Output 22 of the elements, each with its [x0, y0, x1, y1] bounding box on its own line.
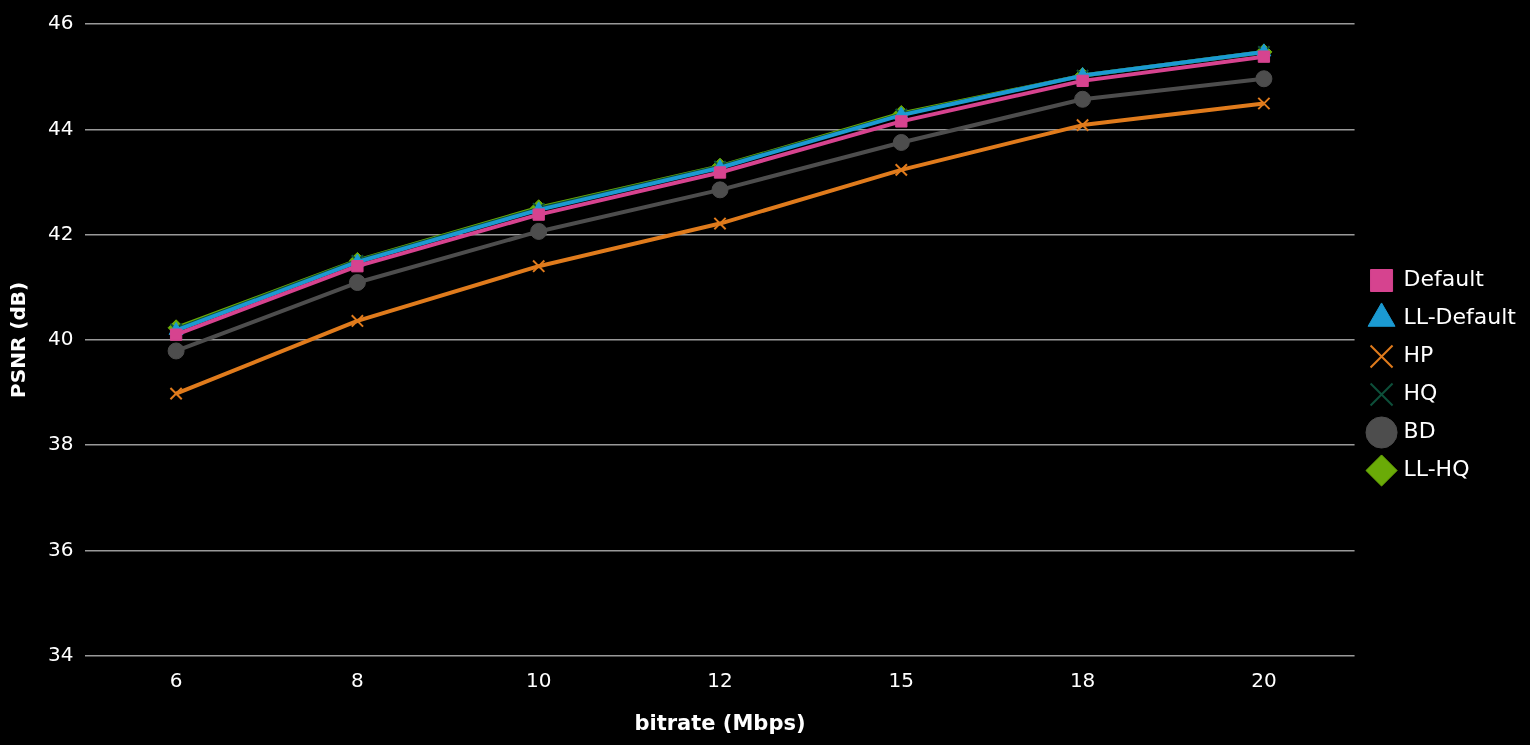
- y-tick-label: 36: [48, 536, 74, 561]
- y-tick-label: 42: [48, 220, 74, 245]
- y-axis-title: PSNR (dB): [6, 281, 31, 398]
- x-tick-label: 15: [888, 668, 915, 692]
- y-tick-label: 34: [48, 642, 74, 666]
- x-tick-label: 18: [1069, 668, 1096, 692]
- legend-label: BD: [1403, 418, 1436, 444]
- legend-label: LL-Default: [1403, 304, 1517, 330]
- y-tick-label: 38: [48, 431, 74, 456]
- x-tick-label: 6: [169, 668, 183, 692]
- legend-label: HP: [1403, 342, 1434, 368]
- legend-label: LL-HQ: [1403, 456, 1470, 482]
- x-tick-label: 12: [707, 668, 733, 692]
- y-tick-label: 40: [48, 326, 74, 351]
- y-tick-label: 44: [48, 115, 74, 140]
- x-tick-label: 10: [525, 668, 552, 692]
- legend-label: HQ: [1403, 380, 1438, 406]
- x-tick-label: 8: [351, 668, 364, 692]
- x-axis-title: bitrate (Mbps): [634, 710, 806, 735]
- y-tick-label: 46: [48, 10, 74, 35]
- legend-label: Default: [1403, 266, 1485, 292]
- x-tick-label: 20: [1251, 668, 1277, 692]
